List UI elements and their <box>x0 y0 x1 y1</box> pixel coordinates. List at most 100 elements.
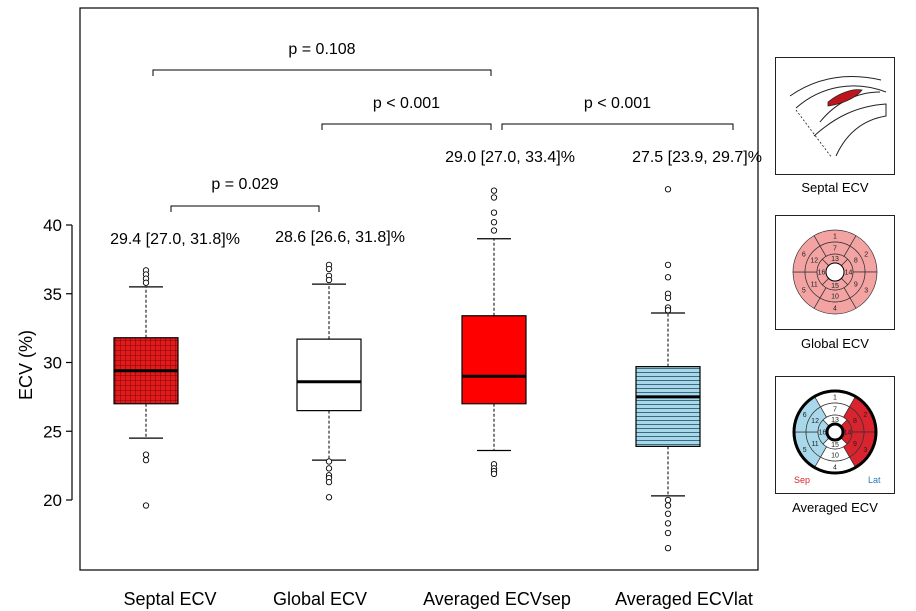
box-iqr <box>461 315 527 405</box>
global-ecv-panel: 1 2 3 4 5 6 7 8 9 10 11 12 13 14 15 16 <box>775 215 895 330</box>
outlier-point <box>325 478 333 486</box>
box-iqr <box>296 338 362 412</box>
significance-brackets: p = 0.108 p < 0.001 p < 0.001 p = 0.029 <box>152 41 734 212</box>
segment-number: 8 <box>854 258 858 265</box>
segment-number: 1 <box>833 395 837 402</box>
box-summary-label: 29.4 [27.0, 31.8]% <box>110 231 240 248</box>
segment-number: 2 <box>863 412 867 419</box>
outlier-point <box>664 186 672 193</box>
box-iqr <box>635 366 701 447</box>
box-summary-label: 29.0 [27.0, 33.4]% <box>445 149 575 166</box>
bullseye-center <box>825 422 845 442</box>
comparison-bracket: p < 0.001 <box>321 95 492 130</box>
outlier-point <box>325 494 333 501</box>
outlier-point <box>142 279 150 286</box>
outlier-point <box>664 529 672 537</box>
segment-number: 11 <box>811 441 818 448</box>
sep-tag: Sep <box>794 475 811 485</box>
p-value-label: p = 0.029 <box>211 176 278 193</box>
segment-number: 4 <box>833 465 837 472</box>
bracket-line <box>501 123 734 130</box>
outlier-point <box>490 194 498 201</box>
averaged-ecv-panel: 1 2 3 4 5 6 7 8 9 10 11 12 13 14 15 16 Sep Lat <box>775 376 895 494</box>
box-group: 28.6 [26.6, 31.8]% <box>275 229 405 501</box>
outlier-point <box>664 261 672 269</box>
comparison-bracket: p = 0.029 <box>170 176 320 212</box>
outlier-point <box>490 227 498 234</box>
segment-number: 16 <box>819 430 827 437</box>
outlier-point <box>490 209 498 216</box>
segment-number: 11 <box>811 282 818 289</box>
p-value-label: p < 0.001 <box>584 95 651 112</box>
bracket-line <box>321 123 492 130</box>
segment-number: 5 <box>803 447 807 454</box>
segment-number: 9 <box>854 282 858 289</box>
segment-number: 15 <box>831 442 839 449</box>
outlier-point <box>325 265 333 273</box>
outlier-point <box>490 470 498 478</box>
box-group: 29.4 [27.0, 31.8]% <box>110 231 240 509</box>
segment-number: 1 <box>833 234 837 241</box>
segment-number: 4 <box>833 306 837 313</box>
segment-number: 7 <box>833 246 837 253</box>
y-tick-label: 25 <box>43 422 62 441</box>
averaged-ecv-panel-label: Averaged ECV <box>792 500 878 515</box>
septal-ecv-panel-label: Septal ECV <box>801 180 869 195</box>
outlier-point <box>664 520 672 527</box>
bracket-line <box>170 205 320 212</box>
comparison-bracket: p < 0.001 <box>501 95 734 130</box>
segment-number: 10 <box>831 453 839 460</box>
segment-number: 5 <box>802 288 806 295</box>
x-category-label: Global ECV <box>273 589 367 609</box>
segment-number: 12 <box>811 418 819 425</box>
segment-number: 10 <box>831 294 839 301</box>
segment-number: 14 <box>844 430 852 437</box>
x-category-label: Averaged ECVlat <box>615 589 753 609</box>
global-ecv-panel-label: Global ECV <box>801 336 869 351</box>
outlier-point <box>142 451 150 458</box>
y-tick-label: 40 <box>43 216 62 235</box>
outlier-point <box>490 219 498 226</box>
box-group: 27.5 [23.9, 29.7]% <box>632 149 762 552</box>
y-axis-ticks: 20 25 30 35 40 <box>43 216 72 510</box>
x-category-label: Averaged ECVsep <box>423 589 571 609</box>
box-summary-label: 28.6 [26.6, 31.8]% <box>275 229 405 246</box>
outlier-point <box>142 456 150 464</box>
comparison-bracket: p = 0.108 <box>152 41 492 76</box>
outlier-point <box>325 276 333 284</box>
outlier-point <box>490 187 498 194</box>
segment-number: 8 <box>853 418 857 425</box>
lat-tag: Lat <box>868 475 881 485</box>
outlier-point <box>664 294 672 302</box>
x-category-label: Septal ECV <box>123 589 216 609</box>
y-axis-label: ECV (%) <box>16 330 36 400</box>
y-tick-label: 35 <box>43 285 62 304</box>
segment-number: 12 <box>810 258 818 265</box>
segment-number: 2 <box>864 252 868 259</box>
y-tick-label: 20 <box>43 491 62 510</box>
outlier-point <box>664 496 672 504</box>
segment-number: 15 <box>831 283 839 290</box>
outlier-point <box>142 502 150 509</box>
outlier-point <box>664 274 672 281</box>
segment-number: 16 <box>818 270 826 277</box>
outlier-point <box>664 544 672 552</box>
outlier-point <box>325 465 333 472</box>
p-value-label: p < 0.001 <box>373 95 440 112</box>
p-value-label: p = 0.108 <box>288 41 355 58</box>
segment-number: 7 <box>833 407 837 414</box>
x-axis-categories: Septal ECV Global ECV Averaged ECVsep Avera… <box>123 589 752 609</box>
box-group: 29.0 [27.0, 33.4]% <box>445 149 575 478</box>
bracket-line <box>152 69 492 76</box>
segment-number: 3 <box>863 447 867 454</box>
plot-frame <box>79 7 759 571</box>
segment-number: 9 <box>853 441 857 448</box>
outlier-point <box>664 307 672 314</box>
segment-number: 6 <box>802 252 806 259</box>
bullseye-center <box>825 262 845 282</box>
segment-number: 6 <box>803 412 807 419</box>
segment-number: 3 <box>864 288 868 295</box>
